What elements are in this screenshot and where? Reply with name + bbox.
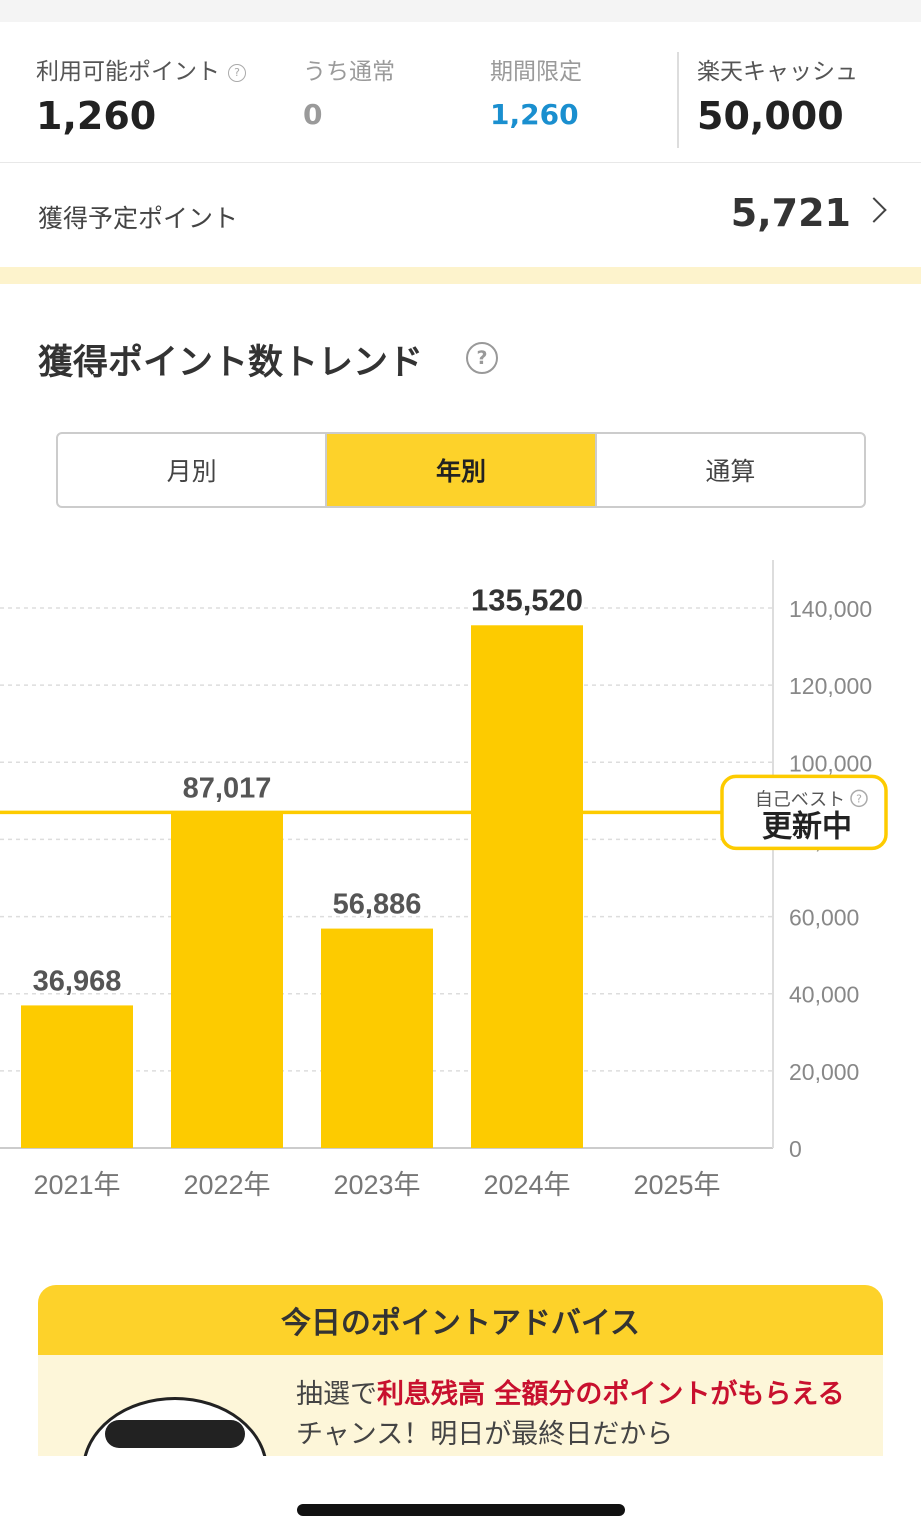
advice-text-highlight: 利息残高 全額分のポイントがもらえる [377,1379,845,1410]
best-record-badge-label: 自己ベスト [755,789,845,810]
pending-points-row[interactable]: 獲得予定ポイント 5,721 [0,163,921,267]
help-icon-glyph: ? [856,792,862,805]
bar-value-label: 36,968 [33,965,122,997]
available-points-value: 1,260 [36,94,157,138]
y-tick-label: 20,000 [789,1059,859,1085]
bar-value-label: 135,520 [471,582,583,617]
tab-monthly[interactable]: 月別 [58,434,328,506]
bottom-area [0,1456,921,1536]
y-tick-label: 120,000 [789,673,872,699]
regular-points-label: うち通常 [303,59,395,85]
best-record-badge-value: 更新中 [762,809,852,844]
x-tick-label: 2024年 [483,1170,570,1200]
rakuten-cash-label: 楽天キャッシュ [697,59,858,85]
advice-title: 今日のポイントアドバイス [38,1285,883,1355]
limited-points: 期間限定 1,260 [490,52,582,131]
advice-card[interactable]: 今日のポイントアドバイス 抽選で利息残高 全額分のポイントがもらえるチャンス！明… [38,1285,883,1456]
help-icon[interactable]: ? [466,342,498,374]
top-strip [0,0,921,22]
x-tick-label: 2025年 [633,1170,720,1200]
panda-mascot-icon [82,1397,268,1456]
advice-text: 抽選で利息残高 全額分のポイントがもらえるチャンス！明日が最終日だから [296,1375,856,1455]
advice-body: 抽選で利息残高 全額分のポイントがもらえるチャンス！明日が最終日だから [38,1355,883,1456]
bar [471,625,583,1148]
bar-value-label: 56,886 [333,889,422,921]
y-tick-label: 0 [789,1136,802,1162]
bar-value-label: 87,017 [183,772,272,804]
y-tick-label: 140,000 [789,596,872,622]
chevron-right-icon [861,197,887,223]
pending-points-label: 獲得予定ポイント [38,204,239,233]
help-icon [850,789,868,808]
advice-text-plain: 抽選で [296,1379,377,1410]
period-tabs: 月別 年別 通算 [56,432,866,508]
regular-points: うち通常 0 [303,52,395,131]
y-tick-label: 40,000 [789,982,859,1008]
trend-bar-chart: 020,00040,00060,00080,000100,000120,0001… [0,560,888,1200]
tab-total[interactable]: 通算 [705,457,756,486]
advice-text-rest: チャンス！明日が最終日だから [296,1419,674,1450]
tab-yearly[interactable]: 年別 [327,434,597,506]
y-tick-label: 60,000 [789,905,859,931]
bar [321,928,433,1148]
limited-points-label: 期間限定 [490,59,582,85]
pending-points-value: 5,721 [730,191,851,235]
divider [677,52,679,148]
bar [171,812,283,1148]
help-icon[interactable]: ? [228,63,246,82]
regular-points-value: 0 [303,98,323,131]
bar [21,1005,133,1148]
available-points-label: 利用可能ポイント? [36,52,246,86]
x-tick-label: 2023年 [333,1170,420,1200]
available-points[interactable]: 利用可能ポイント? 1,260 [36,52,246,138]
x-tick-label: 2022年 [183,1170,270,1200]
point-summary: 利用可能ポイント? 1,260 うち通常 0 期間限定 1,260 楽天キャッシ… [0,22,921,163]
x-tick-label: 2021年 [33,1170,120,1200]
rakuten-cash[interactable]: 楽天キャッシュ 50,000 [697,52,858,138]
y-tick-label: 100,000 [789,750,872,776]
available-points-label-text: 利用可能ポイント [36,59,220,85]
home-indicator[interactable] [297,1504,625,1516]
limited-points-value: 1,260 [490,98,579,131]
best-record-badge [720,774,888,851]
rakuten-cash-value: 50,000 [697,94,844,138]
trend-title: 獲得ポイント数トレンド [38,343,424,383]
section-separator [0,267,921,284]
